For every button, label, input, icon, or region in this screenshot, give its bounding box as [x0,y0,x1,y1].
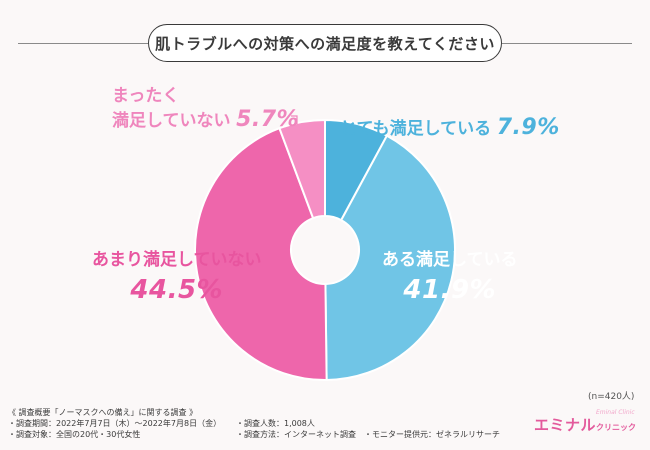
label-aru-text: ある満足している [382,250,518,270]
survey-summary-2: ・調査人数：1,008人 ・調査方法：インターネット調査 ・モニター提供元：ゼネ… [236,418,500,440]
slice-mattaku [278,118,326,220]
chart-title-text: 肌トラブルへの対策への満足度を教えてください [155,34,495,53]
label-mattaku-pct: 5.7% [236,107,300,132]
label-amari-text: あまり満足していない [92,250,262,270]
brand-logo: Eminal Clinic エミナルクリニック [534,409,637,435]
label-totemo-pct: 7.9% [496,115,560,140]
label-mattaku: まったく 満足していない 5.7% [112,88,299,131]
leader-line-mattaku [291,115,298,124]
brand-tag: Eminal Clinic [596,409,635,416]
label-totemo-text: とても満足している [340,119,492,139]
title-rule-right [502,43,632,44]
survey-title: 《 調査概要「ノーマスクへの備え」に関する調査 》 [8,408,198,417]
label-totemo: とても満足している 7.9% [340,117,560,139]
label-amari: あまり満足していない 44.5% [92,250,262,305]
survey-period: ・調査期間：2022年7月7日（木）〜2022年7月8日（金） [8,419,222,428]
chart-title: 肌トラブルへの対策への満足度を教えてください [148,24,502,62]
brand-main: エミナル [534,416,597,434]
label-amari-pct: 44.5% [130,275,224,305]
title-rule-left [18,43,148,44]
slice-amari [194,126,328,381]
survey-method: ・調査方法：インターネット調査 ・モニター提供元：ゼネラルリサーチ [236,430,500,439]
sample-size-note: (n=420人) [588,392,635,402]
survey-count: ・調査人数：1,008人 [236,419,315,428]
slice-aru [324,134,456,382]
label-mattaku-line2: 満足していない [112,111,231,131]
brand-sub: クリニック [596,423,637,432]
survey-summary: 《 調査概要「ノーマスクへの備え」に関する調査 》 ・調査期間：2022年7月7… [8,407,221,440]
label-aru: ある満足している 41.9% [382,250,518,305]
survey-target: ・調査対象：全国の20代・30代女性 [8,430,141,439]
label-aru-pct: 41.9% [403,275,497,305]
label-mattaku-line1: まったく [112,86,180,106]
